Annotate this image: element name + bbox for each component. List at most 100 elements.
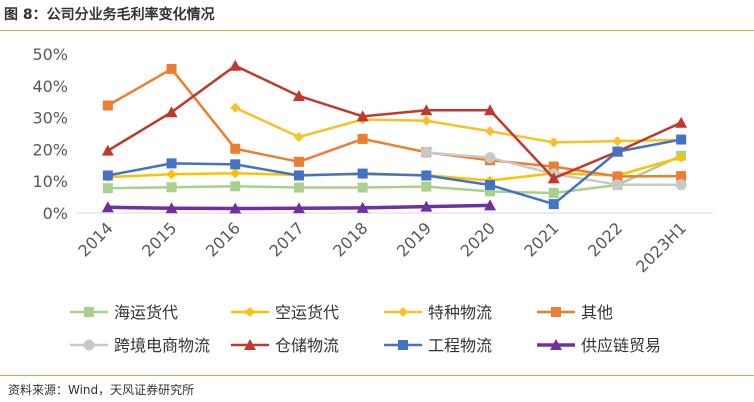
legend-swatch-marker xyxy=(398,307,408,317)
series-7 xyxy=(101,199,497,214)
legend-label: 供应链贸易 xyxy=(581,336,661,355)
data-point xyxy=(675,116,688,128)
legend-label: 海运货代 xyxy=(114,303,178,322)
data-point xyxy=(547,172,560,184)
legend-item-4: 跨境电商物流 xyxy=(70,336,210,355)
data-point xyxy=(229,59,242,71)
line-chart: 0% 10% 20% 30% 40% 50% 2014 2015 2016 2017 2018 201… xyxy=(32,45,713,355)
data-point xyxy=(484,104,497,116)
series-5 xyxy=(101,59,688,184)
data-point xyxy=(421,115,432,126)
data-point xyxy=(357,182,368,193)
data-point xyxy=(356,110,369,122)
y-tick-label: 20% xyxy=(32,140,68,159)
data-point xyxy=(612,171,623,182)
legend-item-0: 海运货代 xyxy=(70,303,178,322)
legend-swatch-marker xyxy=(551,307,561,317)
x-tick-label: 2017 xyxy=(266,218,308,260)
data-point xyxy=(165,202,178,214)
series-line xyxy=(107,67,682,178)
x-tick-label: 2020 xyxy=(457,218,499,260)
data-point xyxy=(676,152,687,163)
data-point xyxy=(675,179,687,191)
data-point xyxy=(612,136,623,147)
data-point xyxy=(293,182,304,193)
data-point xyxy=(548,161,559,172)
data-point xyxy=(548,199,559,210)
legend-label: 跨境电商物流 xyxy=(114,336,210,355)
series-line xyxy=(107,154,682,195)
data-point xyxy=(165,106,178,118)
legend-item-6: 工程物流 xyxy=(384,336,492,355)
legend-item-5: 仓储物流 xyxy=(231,336,339,355)
data-point xyxy=(356,201,369,213)
data-point xyxy=(166,158,177,169)
data-point xyxy=(420,147,432,159)
series-2 xyxy=(230,102,687,148)
data-point xyxy=(485,126,496,137)
footer-divider xyxy=(0,375,754,376)
legend-item-2: 特种物流 xyxy=(384,303,492,322)
y-tick-label: 0% xyxy=(43,204,68,223)
series-line xyxy=(107,138,682,206)
legend-label: 工程物流 xyxy=(428,336,492,355)
y-tick-label: 30% xyxy=(32,109,68,128)
legend-label: 仓储物流 xyxy=(275,336,339,355)
data-point xyxy=(230,159,241,170)
data-point xyxy=(357,133,368,144)
legend-swatch-marker xyxy=(398,340,408,350)
data-point xyxy=(421,181,432,192)
data-point xyxy=(102,183,113,194)
series-6 xyxy=(102,134,687,210)
x-tick-label: 2015 xyxy=(138,218,180,260)
x-tick-label: 2019 xyxy=(393,218,435,260)
data-point xyxy=(292,89,305,101)
legend-swatch-marker xyxy=(245,307,255,317)
data-point xyxy=(676,134,687,145)
y-tick-label: 50% xyxy=(32,45,68,64)
legend-swatch-marker xyxy=(83,339,95,351)
data-point xyxy=(292,202,305,214)
data-point xyxy=(230,143,241,154)
data-point xyxy=(101,201,114,213)
data-point xyxy=(230,181,241,192)
data-point xyxy=(166,63,177,74)
title-divider xyxy=(0,30,754,31)
data-point xyxy=(485,180,496,191)
legend-swatch-marker xyxy=(84,307,94,317)
data-point xyxy=(101,144,114,156)
data-point xyxy=(166,182,177,193)
data-point xyxy=(230,168,241,179)
y-tick-label: 40% xyxy=(32,77,68,96)
legend-item-3: 其他 xyxy=(537,303,613,322)
figure-title: 图 8：公司分业务毛利率变化情况 xyxy=(4,7,215,23)
data-point xyxy=(676,171,687,182)
x-tick-label: 2014 xyxy=(74,218,116,260)
data-point xyxy=(230,102,241,113)
legend-item-7: 供应链贸易 xyxy=(537,336,661,355)
data-point xyxy=(421,170,432,181)
data-point xyxy=(357,168,368,179)
data-point xyxy=(102,170,113,181)
data-point xyxy=(420,200,433,212)
x-tick-label: 2023H1 xyxy=(632,218,690,276)
legend-label: 其他 xyxy=(581,303,613,322)
source-note: 资料来源：Wind，天风证券研究所 xyxy=(8,383,195,397)
data-point xyxy=(420,104,433,116)
data-point xyxy=(548,137,559,148)
x-tick-label: 2021 xyxy=(520,218,562,260)
legend-swatch-marker xyxy=(244,339,256,350)
data-point xyxy=(611,179,623,191)
x-tick-label: 2016 xyxy=(202,218,244,260)
data-point xyxy=(293,170,304,181)
data-point xyxy=(102,100,113,111)
data-point xyxy=(485,186,496,197)
legend-item-1: 空运货代 xyxy=(231,303,339,322)
series-line xyxy=(234,106,682,144)
legend-label: 空运货代 xyxy=(275,303,339,322)
series-4 xyxy=(420,147,687,191)
data-point xyxy=(484,199,497,211)
x-tick-label: 2022 xyxy=(584,218,626,260)
data-point xyxy=(293,131,304,142)
data-point xyxy=(484,152,496,164)
